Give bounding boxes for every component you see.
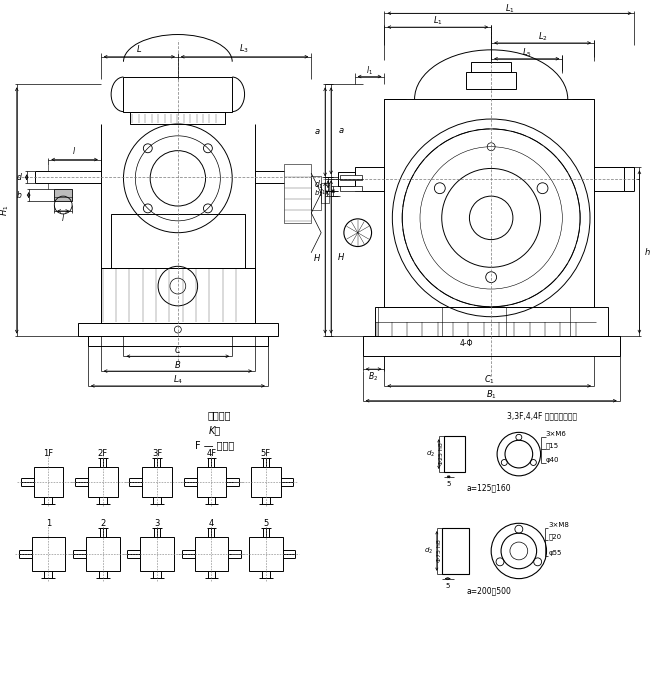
Text: $L_2$: $L_2$ (538, 31, 547, 43)
Bar (194, 537, 228, 570)
Text: $l_1$: $l_1$ (366, 64, 373, 77)
Bar (471, 62, 511, 72)
Bar (124, 76, 232, 112)
Text: 3,3F,4,4F 带控制器用轴端: 3,3F,4,4F 带控制器用轴端 (508, 411, 578, 420)
Bar (444, 436, 465, 472)
Text: 深15: 深15 (545, 443, 558, 449)
Bar (55, 189, 72, 201)
Text: 4: 4 (209, 519, 214, 528)
Bar (283, 163, 311, 223)
Text: a=125～160: a=125～160 (467, 483, 512, 492)
Text: 3F: 3F (152, 449, 162, 457)
Text: 5F: 5F (261, 449, 271, 457)
Text: 5: 5 (445, 582, 450, 588)
Bar (374, 307, 608, 336)
Bar (101, 268, 255, 322)
Text: 1F: 1F (44, 449, 53, 457)
Text: $H_1$: $H_1$ (0, 205, 11, 216)
Bar (142, 467, 172, 497)
Text: 1: 1 (46, 519, 51, 528)
Text: 3×M6: 3×M6 (545, 431, 566, 438)
Bar (78, 322, 278, 336)
Text: $d_2$: $d_2$ (426, 449, 436, 459)
Text: $L_3$: $L_3$ (239, 43, 249, 55)
Text: l: l (62, 214, 64, 223)
Text: $d_2$: $d_2$ (424, 546, 434, 556)
Text: $B_2$: $B_2$ (369, 371, 378, 383)
Bar (340, 176, 361, 181)
Text: B: B (175, 360, 181, 369)
Text: $C_1$: $C_1$ (484, 373, 495, 387)
Text: Φ25 h8: Φ25 h8 (439, 443, 444, 466)
Text: $B_1$: $B_1$ (486, 389, 497, 401)
Text: h: h (645, 248, 650, 257)
Text: F — 带风扇: F — 带风扇 (195, 440, 234, 450)
Bar (594, 167, 623, 191)
Bar (251, 467, 281, 497)
Bar (467, 72, 516, 90)
Bar (442, 528, 469, 574)
Text: H: H (338, 253, 344, 262)
Bar (321, 183, 329, 203)
Text: $L$: $L$ (136, 43, 142, 54)
Bar (355, 167, 384, 191)
Bar (32, 537, 65, 570)
Bar (384, 99, 594, 307)
Text: a: a (315, 127, 320, 136)
Bar (249, 537, 283, 570)
Text: a=200～500: a=200～500 (467, 586, 512, 595)
Bar (131, 112, 226, 124)
Text: l: l (73, 147, 75, 156)
Text: $b_1$: $b_1$ (314, 189, 323, 199)
Bar (34, 467, 63, 497)
Text: 4-Φ: 4-Φ (460, 339, 473, 348)
Text: 3: 3 (155, 519, 160, 528)
Text: 2F: 2F (98, 449, 108, 457)
Text: K向: K向 (208, 425, 220, 435)
Bar (340, 186, 361, 191)
Text: 2: 2 (100, 519, 105, 528)
Text: b: b (16, 191, 21, 200)
Text: $L_1$: $L_1$ (433, 15, 443, 28)
Text: a: a (339, 126, 343, 136)
Bar (88, 467, 118, 497)
Text: 5: 5 (447, 481, 451, 486)
Text: 4F: 4F (207, 449, 216, 457)
Bar (140, 537, 174, 570)
Bar (111, 214, 245, 268)
Text: $L_5$: $L_5$ (522, 47, 532, 59)
Text: H: H (314, 254, 320, 263)
Text: $L_1$: $L_1$ (504, 2, 514, 14)
Text: d: d (16, 173, 21, 182)
Text: $d_1$: $d_1$ (315, 178, 324, 191)
Text: 深20: 深20 (549, 534, 562, 540)
Text: C: C (175, 346, 181, 355)
Bar (363, 336, 619, 356)
Text: φ55: φ55 (549, 550, 562, 556)
Text: φ40: φ40 (545, 457, 559, 463)
Text: 3×M8: 3×M8 (549, 522, 569, 528)
Bar (197, 467, 226, 497)
Bar (311, 176, 321, 210)
Bar (86, 537, 120, 570)
Text: $L_4$: $L_4$ (173, 373, 183, 387)
Bar (338, 172, 355, 186)
Text: 装配型式: 装配型式 (207, 411, 231, 420)
Text: $t_1$: $t_1$ (319, 185, 327, 197)
Text: 5: 5 (263, 519, 268, 528)
Text: Φ75 h8: Φ75 h8 (437, 539, 442, 562)
Bar (88, 336, 268, 347)
